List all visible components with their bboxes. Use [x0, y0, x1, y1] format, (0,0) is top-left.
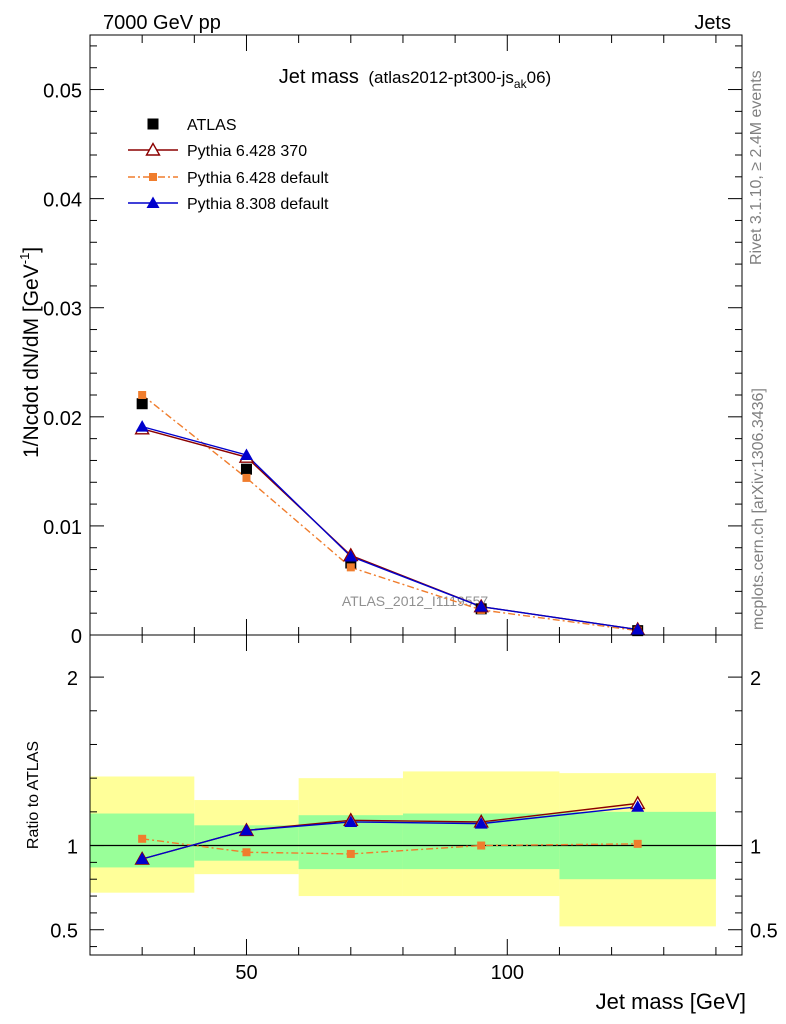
- main-y-tick-label: 0.04: [43, 190, 82, 212]
- main-y-tick-label: 0.02: [43, 408, 82, 430]
- ratio-markers: [134, 795, 646, 865]
- ratio-series-line: [142, 838, 638, 855]
- main-point: [135, 420, 149, 432]
- plot-title-subscript: ak: [514, 77, 528, 91]
- y-axis-label-close: ]: [20, 247, 43, 253]
- legend-label: Pythia 6.428 370: [187, 143, 307, 160]
- ratio-y-tick-label-right: 2: [750, 668, 761, 690]
- x-axis-label: Jet mass [GeV]: [596, 989, 746, 1014]
- main-point: [631, 623, 645, 635]
- ratio-point: [239, 823, 253, 836]
- main-point: [138, 391, 147, 399]
- main-point: [345, 557, 357, 569]
- ratio-panel: 0.5 0.5 1 1 2 2 50 100 Ratio to ATLAS Jet mass …: [25, 634, 778, 1014]
- ratio-y-tick-label-right: 0.5: [750, 921, 778, 943]
- ratio-frame: [89, 634, 743, 956]
- legend-label: Pythia 8.308 default: [187, 196, 329, 213]
- y-axis-label-sup: -1: [17, 253, 32, 265]
- y-axis-label-main: 1/Ncdot dN/dM [GeV: [20, 264, 43, 458]
- ratio-y-tick-label: 2: [67, 668, 78, 690]
- ratio-point: [477, 841, 486, 850]
- legend-label: Pythia 6.428 default: [187, 170, 329, 187]
- legend: ATLAS Pythia 6.428 370 Pythia 6.428 defaul…: [128, 117, 329, 213]
- main-point: [242, 473, 251, 482]
- main-ticks: 0 0.01 0.02 0.03 0.04 0.05: [43, 35, 742, 648]
- rivet-label: Rivet 3.1.10, ≥ 2.4M events: [748, 70, 765, 265]
- legend-marker: [147, 118, 159, 130]
- ratio-y-tick-label: 1: [67, 837, 78, 859]
- ratio-point: [474, 817, 488, 829]
- main-y-tick-label: 0.05: [43, 81, 82, 103]
- main-markers: [134, 391, 646, 637]
- ratio-y-tick-label-right: 1: [750, 837, 761, 859]
- ratio-y-tick-label: 0.5: [50, 921, 78, 943]
- ratio-point: [344, 815, 358, 827]
- x-tick-label: 100: [491, 962, 524, 984]
- ratio-point: [242, 848, 251, 857]
- plot-title-sub: (atlas2012-pt300-js: [368, 68, 514, 87]
- ratio-point: [346, 849, 355, 858]
- main-panel: 0 0.01 0.02 0.03 0.04 0.05 ATLAS_2012_I111955…: [17, 34, 743, 648]
- process-label: Jets: [694, 12, 731, 34]
- plot-title-main: Jet mass: [279, 66, 359, 88]
- plot-title: Jet mass (atlas2012-pt300-jsak06): [279, 66, 551, 91]
- ratio-point: [631, 800, 645, 812]
- x-tick-label: 50: [235, 962, 257, 984]
- ratio-bands: [90, 771, 742, 927]
- legend-marker: [146, 196, 160, 208]
- main-point: [346, 563, 355, 572]
- mcplots-label: mcplots.cern.ch [arXiv:1306.3436]: [750, 388, 767, 630]
- y-axis-label: 1/Ncdot dN/dM [GeV-1]: [17, 247, 43, 458]
- ratio-point: [138, 834, 147, 843]
- main-y-tick-label: 0.03: [43, 299, 82, 321]
- legend-marker: [149, 173, 157, 181]
- main-y-tick-label: 0.01: [43, 517, 82, 539]
- ratio-point: [633, 839, 642, 848]
- legend-label: ATLAS: [187, 117, 237, 134]
- main-y-tick-label: 0: [71, 626, 82, 648]
- energy-label: 7000 GeV pp: [103, 12, 221, 34]
- main-point: [344, 549, 358, 562]
- main-point: [474, 600, 488, 612]
- legend-marker: [145, 142, 161, 156]
- watermark: ATLAS_2012_I1119557: [342, 593, 489, 609]
- ratio-point: [135, 852, 149, 864]
- main-point: [240, 463, 252, 475]
- main-point: [136, 398, 148, 410]
- main-point: [239, 448, 253, 460]
- plot-title-suffix: 06): [527, 68, 552, 87]
- ratio-axis-label: Ratio to ATLAS: [25, 741, 42, 849]
